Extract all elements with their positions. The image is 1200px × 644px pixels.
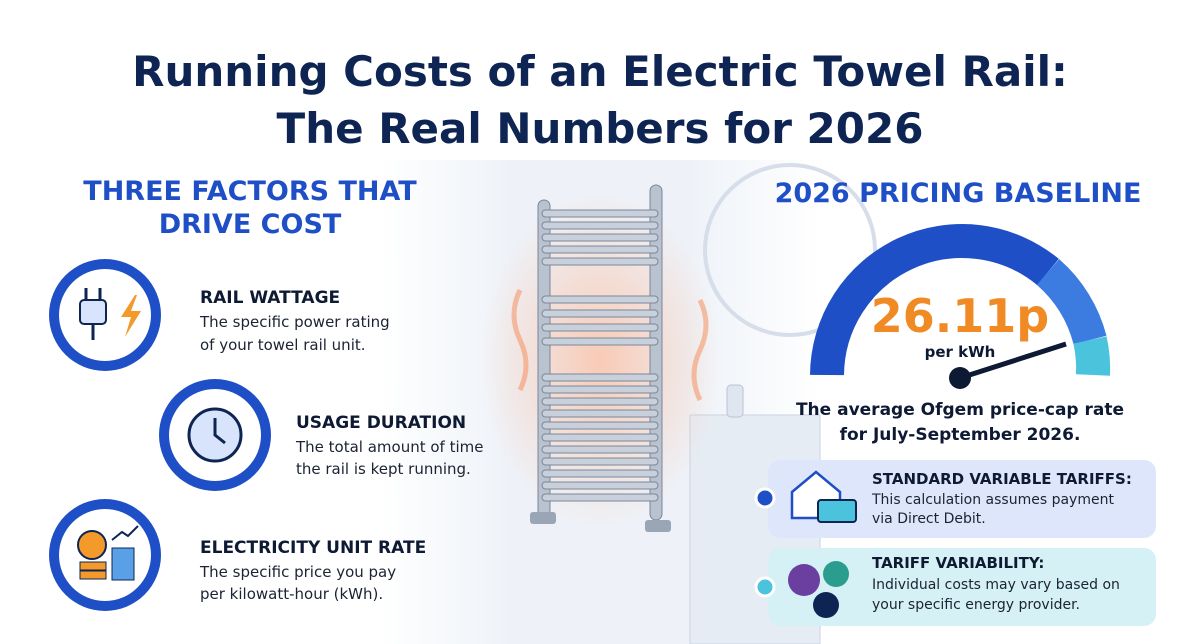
title: The Real Numbers for 2026 <box>277 104 924 153</box>
rate-unit: per kWh <box>925 343 996 361</box>
factor-text: per kilowatt-hour (kWh). <box>200 585 383 603</box>
factor-text: The total amount of time <box>295 438 484 456</box>
card-icon <box>788 561 849 618</box>
card-dot <box>754 487 776 509</box>
rail-bar <box>541 233 659 242</box>
rail-bar <box>541 397 659 406</box>
rail-bar <box>541 295 659 304</box>
rail-bar <box>541 323 659 332</box>
section-heading: DRIVE COST <box>159 209 342 240</box>
rail-bar <box>541 385 659 394</box>
info-card <box>768 460 1156 538</box>
rail-bar <box>541 409 659 418</box>
card-dot <box>754 576 776 598</box>
card-title: STANDARD VARIABLE TARIFFS: <box>872 470 1132 488</box>
rate-caption: for July-September 2026. <box>840 425 1081 445</box>
factor-icon <box>49 259 161 371</box>
factor-title: USAGE DURATION <box>296 413 466 433</box>
factor-icon <box>159 379 271 491</box>
rail-bar <box>541 373 659 382</box>
gauge <box>810 224 1111 389</box>
mirror <box>703 163 877 337</box>
factor-title: RAIL WATTAGE <box>200 288 340 308</box>
rail-bar <box>541 457 659 466</box>
heat-waves <box>511 288 709 402</box>
rail-bar <box>541 433 659 442</box>
rail-bar <box>541 481 659 490</box>
card-icon <box>790 470 857 523</box>
rail-bar <box>541 469 659 478</box>
card-text: This calculation assumes payment <box>871 492 1114 508</box>
card-title: TARIFF VARIABILITY: <box>872 554 1044 572</box>
rail-bar <box>541 493 659 502</box>
factor-text: the rail is kept running. <box>296 460 471 478</box>
factor-text: of your towel rail unit. <box>200 336 366 354</box>
info-card <box>768 548 1156 626</box>
factor-title: ELECTRICITY UNIT RATE <box>200 538 426 558</box>
rate-value: 26.11p <box>871 289 1049 343</box>
rail-bar <box>541 309 659 318</box>
rail-bar <box>541 337 659 346</box>
rail-bar <box>541 257 659 266</box>
factor-icon <box>49 499 161 611</box>
factor-text: The specific power rating <box>199 313 390 331</box>
soap-bottle <box>726 384 744 418</box>
card-text: via Direct Debit. <box>872 511 986 527</box>
card-text: your specific energy provider. <box>872 597 1080 613</box>
card-text: Individual costs may vary based on <box>872 577 1120 593</box>
rail-bar <box>541 209 659 218</box>
title: Running Costs of an Electric Towel Rail: <box>132 47 1068 96</box>
rail-bar <box>541 245 659 254</box>
rail-bar <box>541 445 659 454</box>
section-heading: THREE FACTORS THAT <box>83 176 417 207</box>
rail-bar <box>541 421 659 430</box>
section-heading: 2026 PRICING BASELINE <box>775 178 1142 209</box>
rail-bar <box>541 221 659 230</box>
factor-text: The specific price you pay <box>199 563 396 581</box>
towel-rail <box>480 184 720 532</box>
rate-caption: The average Ofgem price-cap rate <box>796 400 1124 420</box>
